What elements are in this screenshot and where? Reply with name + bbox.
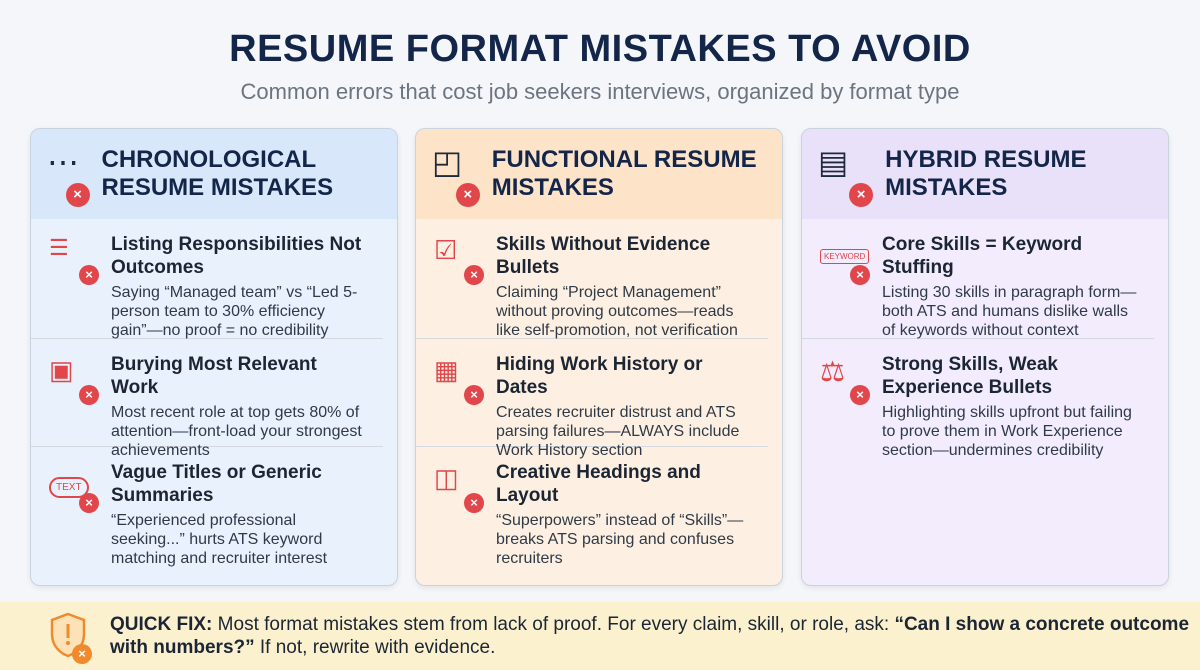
item-text: Claiming “Project Management” without pr…: [496, 284, 738, 339]
shield-warning-icon: ×: [48, 612, 92, 664]
item-text: Listing 30 skills in paragraph form—both…: [882, 284, 1137, 339]
icon-glyph: KEYWORD: [820, 249, 870, 264]
quick-fix-segment: “Can I show a concrete outcome with numb…: [110, 614, 1190, 658]
list-item: ☰ × Listing Responsibilities Not Outcomes…: [31, 219, 383, 339]
card-title: FUNCTIONAL RESUME MISTAKES: [491, 146, 757, 201]
x-badge-icon: ×: [464, 265, 484, 285]
list-item: ▦ × Hiding Work History or Dates Creates r…: [416, 339, 768, 459]
card-hybrid: ▤ × HYBRID RESUME MISTAKES KEYWORD × Core …: [801, 128, 1169, 586]
icon-glyph: TEXT: [49, 477, 89, 498]
checklist-icon: ☑ ×: [434, 235, 484, 285]
calendar-icon: ▦ ×: [434, 355, 484, 405]
x-badge-icon: ×: [849, 183, 874, 207]
card-chronological: ⋯ × CHRONOLOGICAL RESUME MISTAKES ☰ × List…: [30, 128, 398, 586]
item-title: Core Skills = Keyword Stuffing: [882, 234, 1083, 278]
x-badge-icon: ×: [79, 493, 99, 513]
document-icon: ▤ ×: [818, 143, 874, 207]
checklist-x-icon: ☰ ×: [49, 235, 99, 285]
card-header: ▤ × HYBRID RESUME MISTAKES: [802, 129, 1168, 219]
list-item: ⚖ × Strong Skills, Weak Experience Bullet…: [802, 339, 1154, 470]
item-text: Creates recruiter distrust and ATS parsi…: [496, 404, 740, 459]
quick-fix-banner: × QUICK FIX: Most format mistakes stem f…: [0, 602, 1200, 670]
icon-glyph: ▦: [434, 355, 459, 385]
x-badge-icon: ×: [455, 183, 480, 207]
x-badge-icon: ×: [72, 644, 92, 664]
item-title: Skills Without Evidence Bullets: [496, 234, 711, 278]
item-title: Listing Responsibilities Not Outcomes: [111, 234, 362, 278]
card-functional: ◰ × FUNCTIONAL RESUME MISTAKES ☑ × Skills …: [415, 128, 783, 586]
page-subtitle: Common errors that cost job seekers inte…: [240, 79, 960, 104]
icon-glyph: ⚖: [820, 356, 846, 387]
card-title: CHRONOLOGICAL RESUME MISTAKES: [101, 146, 334, 201]
x-badge-icon: ×: [464, 493, 484, 513]
item-text: Most recent role at top gets 80% of atte…: [111, 404, 362, 459]
item-title: Creative Headings and Layout: [496, 462, 701, 506]
briefcase-icon: ▣ ×: [49, 355, 99, 405]
item-title: Vague Titles or Generic Summaries: [111, 462, 322, 506]
icon-glyph: ☑: [434, 235, 458, 265]
x-badge-icon: ×: [850, 265, 870, 285]
icon-glyph: ◰: [432, 144, 463, 180]
list-item: ▣ × Burying Most Relevant Work Most recent…: [31, 339, 383, 459]
icon-glyph: ▣: [49, 355, 74, 385]
item-text: “Superpowers” instead of “Skills”—breaks…: [496, 512, 744, 567]
card-header: ⋯ × CHRONOLOGICAL RESUME MISTAKES: [31, 129, 397, 219]
item-title: Burying Most Relevant Work: [111, 354, 317, 398]
list-item: KEYWORD × Core Skills = Keyword Stuffing L…: [802, 219, 1154, 339]
text-cloud-icon: TEXT ×: [49, 463, 99, 513]
list-item: ☑ × Skills Without Evidence Bullets Claimi…: [416, 219, 768, 339]
item-text: “Experienced professional seeking...” hu…: [111, 512, 328, 567]
item-title: Hiding Work History or Dates: [496, 354, 703, 398]
scale-icon: ⚖ ×: [820, 355, 870, 405]
layout-icon: ◫ ×: [434, 463, 484, 513]
timeline-icon: ⋯ ×: [47, 143, 90, 207]
x-badge-icon: ×: [65, 183, 90, 207]
list-item: ◫ × Creative Headings and Layout “Superpow…: [416, 447, 768, 578]
item-text: Saying “Managed team” vs “Led 5-person t…: [111, 284, 358, 339]
icon-glyph: ▤: [818, 144, 849, 180]
item-text: Highlighting skills upfront but failing …: [882, 404, 1132, 459]
quick-fix-segment: Most format mistakes stem from lack of p…: [212, 614, 895, 635]
icon-glyph: ◫: [434, 463, 459, 493]
quick-fix-segment: If not, rewrite with evidence.: [254, 637, 496, 658]
card-header: ◰ × FUNCTIONAL RESUME MISTAKES: [416, 129, 782, 219]
x-badge-icon: ×: [79, 385, 99, 405]
x-badge-icon: ×: [850, 385, 870, 405]
icon-glyph: ⋯: [47, 144, 79, 180]
x-badge-icon: ×: [464, 385, 484, 405]
page-title: RESUME FORMAT MISTAKES TO AVOID: [229, 28, 971, 70]
item-title: Strong Skills, Weak Experience Bullets: [882, 354, 1058, 398]
shapes-icon: ◰ ×: [432, 143, 480, 207]
card-title: HYBRID RESUME MISTAKES: [885, 146, 1087, 201]
keyword-icon: KEYWORD ×: [820, 235, 870, 285]
x-badge-icon: ×: [79, 265, 99, 285]
list-item: TEXT × Vague Titles or Generic Summaries “…: [31, 447, 383, 578]
icon-glyph: ☰: [49, 235, 69, 260]
quick-fix-text: QUICK FIX: Most format mistakes stem fro…: [110, 613, 1190, 659]
quick-fix-segment: QUICK FIX:: [110, 614, 213, 635]
